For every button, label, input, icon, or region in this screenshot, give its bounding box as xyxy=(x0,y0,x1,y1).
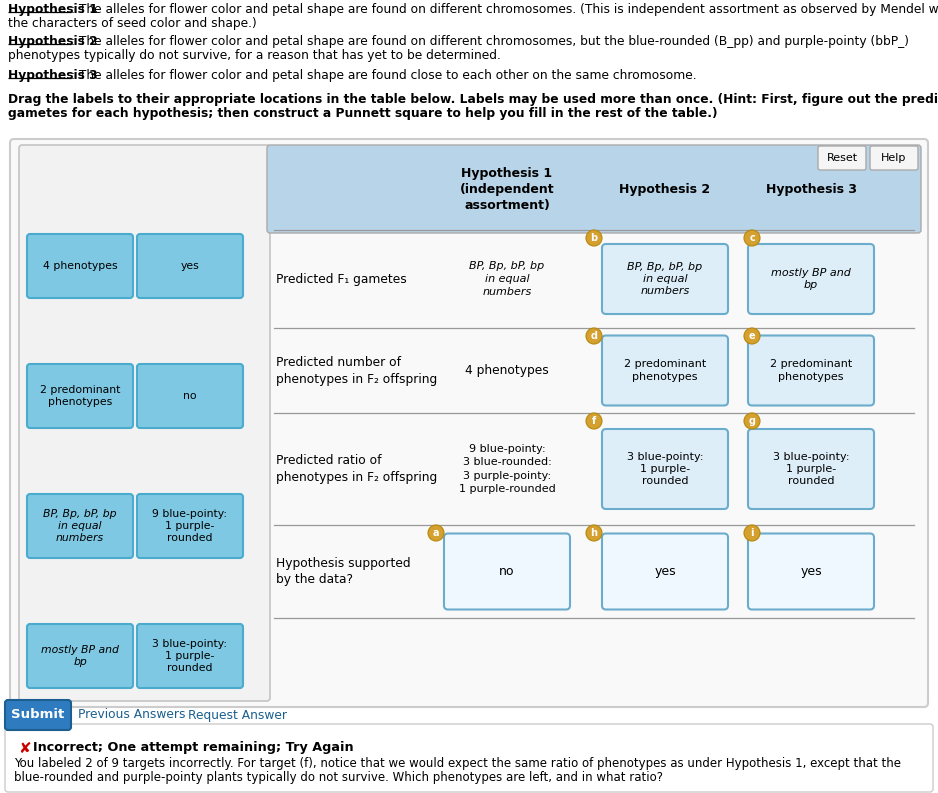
Circle shape xyxy=(586,230,602,246)
Text: 3 blue-pointy:
1 purple-
rounded: 3 blue-pointy: 1 purple- rounded xyxy=(773,451,849,486)
FancyBboxPatch shape xyxy=(748,244,874,314)
Circle shape xyxy=(744,413,760,429)
Text: : The alleles for flower color and petal shape are found on different chromosome: : The alleles for flower color and petal… xyxy=(71,3,938,16)
Text: 9 blue-pointy:
3 blue-rounded:
3 purple-pointy:
1 purple-rounded: 9 blue-pointy: 3 blue-rounded: 3 purple-… xyxy=(459,444,555,494)
FancyBboxPatch shape xyxy=(748,335,874,405)
FancyBboxPatch shape xyxy=(5,724,933,792)
FancyBboxPatch shape xyxy=(137,364,243,428)
FancyBboxPatch shape xyxy=(602,244,728,314)
Text: i: i xyxy=(750,528,754,538)
Text: 9 blue-pointy:
1 purple-
rounded: 9 blue-pointy: 1 purple- rounded xyxy=(153,508,228,543)
Text: gametes for each hypothesis; then construct a Punnett square to help you fill in: gametes for each hypothesis; then constr… xyxy=(8,106,718,120)
Text: 2 predominant
phenotypes: 2 predominant phenotypes xyxy=(39,385,120,407)
Text: BP, Bp, bP, bp
in equal
numbers: BP, Bp, bP, bp in equal numbers xyxy=(469,261,545,297)
Text: blue-rounded and purple-pointy plants typically do not survive. Which phenotypes: blue-rounded and purple-pointy plants ty… xyxy=(14,771,663,784)
FancyBboxPatch shape xyxy=(19,145,270,701)
Text: Submit: Submit xyxy=(11,708,65,722)
FancyBboxPatch shape xyxy=(748,429,874,509)
Text: b: b xyxy=(590,233,598,243)
Text: ✘: ✘ xyxy=(18,741,31,756)
Text: Help: Help xyxy=(882,153,907,163)
Text: yes: yes xyxy=(181,261,200,271)
FancyBboxPatch shape xyxy=(27,494,133,558)
Text: yes: yes xyxy=(654,565,675,578)
Text: no: no xyxy=(499,565,515,578)
Text: BP, Bp, bP, bp
in equal
numbers: BP, Bp, bP, bp in equal numbers xyxy=(43,508,116,543)
Text: mostly BP and
bp: mostly BP and bp xyxy=(41,645,119,667)
Text: 2 predominant
phenotypes: 2 predominant phenotypes xyxy=(624,359,706,381)
Text: h: h xyxy=(591,528,598,538)
Text: : The alleles for flower color and petal shape are found close to each other on : : The alleles for flower color and petal… xyxy=(71,69,697,82)
Text: yes: yes xyxy=(800,565,822,578)
Text: mostly BP and
bp: mostly BP and bp xyxy=(771,268,851,290)
Text: Previous Answers: Previous Answers xyxy=(78,708,186,722)
Text: BP, Bp, bP, bp
in equal
numbers: BP, Bp, bP, bp in equal numbers xyxy=(628,262,703,297)
Text: e: e xyxy=(749,331,755,341)
Circle shape xyxy=(744,230,760,246)
Text: 2 predominant
phenotypes: 2 predominant phenotypes xyxy=(770,359,852,381)
Text: : The alleles for flower color and petal shape are found on different chromosome: : The alleles for flower color and petal… xyxy=(71,35,909,48)
Text: 4 phenotypes: 4 phenotypes xyxy=(465,364,549,377)
Text: d: d xyxy=(591,331,598,341)
FancyBboxPatch shape xyxy=(137,494,243,558)
FancyBboxPatch shape xyxy=(870,146,918,170)
Text: f: f xyxy=(592,416,597,426)
FancyBboxPatch shape xyxy=(602,534,728,610)
Text: Reset: Reset xyxy=(826,153,857,163)
Circle shape xyxy=(428,525,444,541)
FancyBboxPatch shape xyxy=(137,624,243,688)
Text: Predicted F₁ gametes: Predicted F₁ gametes xyxy=(276,273,407,285)
FancyBboxPatch shape xyxy=(137,234,243,298)
Text: phenotypes typically do not survive, for a reason that has yet to be determined.: phenotypes typically do not survive, for… xyxy=(8,48,501,62)
FancyBboxPatch shape xyxy=(27,364,133,428)
FancyBboxPatch shape xyxy=(602,429,728,509)
Text: Hypothesis 1: Hypothesis 1 xyxy=(8,3,98,16)
Circle shape xyxy=(586,413,602,429)
FancyBboxPatch shape xyxy=(27,624,133,688)
Text: Predicted number of
phenotypes in F₂ offspring: Predicted number of phenotypes in F₂ off… xyxy=(276,355,437,385)
FancyBboxPatch shape xyxy=(602,335,728,405)
Text: Hypothesis 3: Hypothesis 3 xyxy=(8,69,98,82)
Text: Hypothesis 2: Hypothesis 2 xyxy=(619,182,711,196)
Text: Drag the labels to their appropriate locations in the table below. Labels may be: Drag the labels to their appropriate loc… xyxy=(8,93,938,106)
Text: no: no xyxy=(183,391,197,401)
FancyBboxPatch shape xyxy=(818,146,866,170)
Text: Hypothesis 1
(independent
assortment): Hypothesis 1 (independent assortment) xyxy=(460,167,554,212)
Text: You labeled 2 of 9 targets incorrectly. For target (f), notice that we would exp: You labeled 2 of 9 targets incorrectly. … xyxy=(14,757,901,770)
Text: 4 phenotypes: 4 phenotypes xyxy=(43,261,117,271)
Circle shape xyxy=(744,328,760,344)
Text: g: g xyxy=(749,416,755,426)
Text: 3 blue-pointy:
1 purple-
rounded: 3 blue-pointy: 1 purple- rounded xyxy=(627,451,704,486)
Text: Hypothesis supported
by the data?: Hypothesis supported by the data? xyxy=(276,557,411,587)
FancyBboxPatch shape xyxy=(10,139,928,707)
FancyBboxPatch shape xyxy=(444,534,570,610)
Text: c: c xyxy=(749,233,755,243)
Circle shape xyxy=(744,525,760,541)
Text: Predicted ratio of
phenotypes in F₂ offspring: Predicted ratio of phenotypes in F₂ offs… xyxy=(276,454,437,484)
Text: 3 blue-pointy:
1 purple-
rounded: 3 blue-pointy: 1 purple- rounded xyxy=(153,638,228,673)
Text: the characters of seed color and shape.): the characters of seed color and shape.) xyxy=(8,17,257,29)
Text: a: a xyxy=(432,528,439,538)
Circle shape xyxy=(586,328,602,344)
Text: Hypothesis 3: Hypothesis 3 xyxy=(765,182,856,196)
Text: Request Answer: Request Answer xyxy=(188,708,287,722)
FancyBboxPatch shape xyxy=(267,145,921,233)
Circle shape xyxy=(586,525,602,541)
FancyBboxPatch shape xyxy=(5,700,71,730)
Text: Incorrect; One attempt remaining; Try Again: Incorrect; One attempt remaining; Try Ag… xyxy=(33,741,354,754)
Text: Hypothesis 2: Hypothesis 2 xyxy=(8,35,98,48)
FancyBboxPatch shape xyxy=(748,534,874,610)
FancyBboxPatch shape xyxy=(27,234,133,298)
